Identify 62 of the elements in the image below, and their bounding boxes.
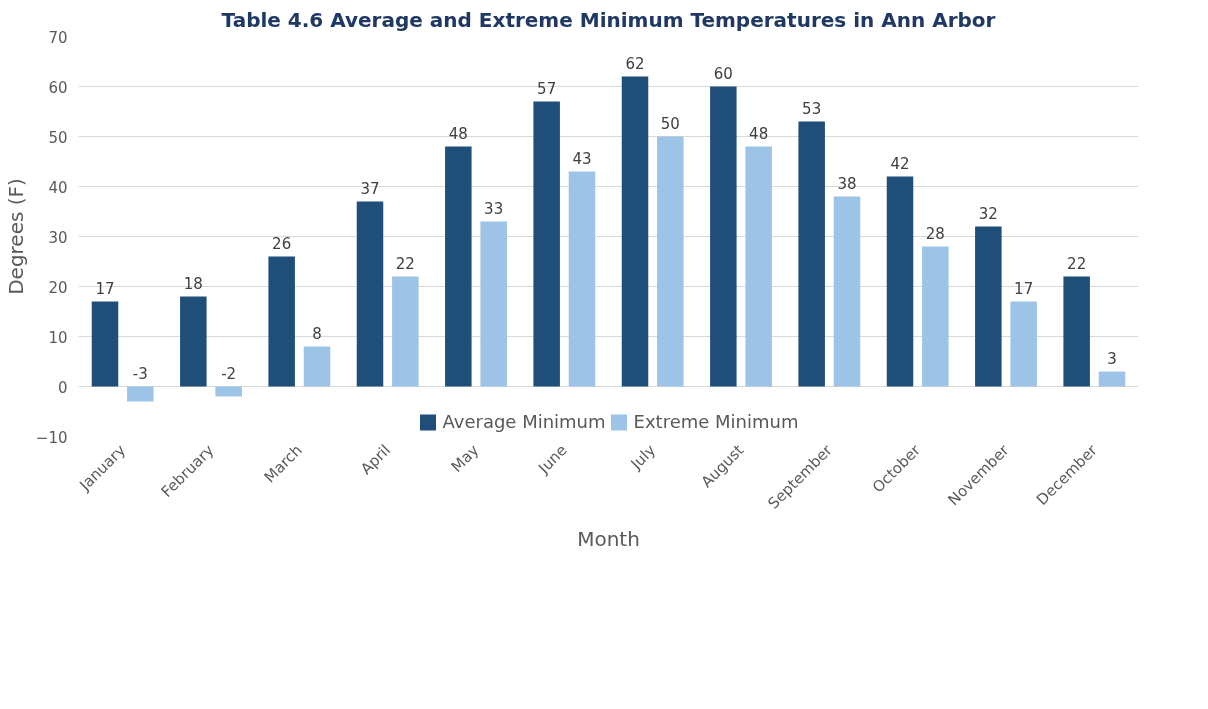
y-tick-label: 50 [48,128,68,147]
y-tick-label: 40 [48,178,68,197]
y-axis-title: Degrees (F) [3,178,28,295]
bar [127,386,154,402]
bar [621,76,649,387]
y-tick-label: 70 [48,28,68,47]
bar [710,86,737,387]
data-label: 17 [95,280,115,298]
bar [975,226,1002,387]
bar [922,246,949,387]
data-label: 43 [572,150,592,168]
y-tick-label: 60 [48,78,68,97]
data-label: 37 [360,180,380,198]
y-tick-label: 10 [48,328,68,347]
bar [886,176,914,387]
data-label: 48 [448,125,468,143]
legend-label: Average Minimum [442,411,606,432]
data-label: -3 [132,365,148,383]
bar [1063,276,1090,387]
bar [268,256,295,387]
data-label: 32 [978,205,998,223]
y-tick-label: 0 [57,378,68,397]
data-label: 3 [1107,350,1117,368]
data-label: 42 [890,155,910,173]
y-tick-label: 30 [48,228,68,247]
bar [445,146,472,387]
y-tick-label: −10 [35,428,68,447]
data-label: 26 [272,235,292,253]
data-label: 17 [1014,280,1034,298]
bar [392,276,419,387]
legend-label: Extreme Minimum [633,411,799,432]
data-label: 22 [1067,255,1087,273]
bar [180,296,207,387]
bar [833,196,861,387]
bar [215,386,242,397]
bar [1010,301,1037,387]
data-label: 28 [925,225,945,243]
bar [91,301,119,387]
bar [480,221,507,387]
data-label: -2 [221,365,237,383]
bar [798,121,825,387]
data-label: 22 [395,255,415,273]
bar [657,136,684,387]
bar [533,101,560,387]
y-tick-label: 20 [48,278,68,297]
data-label: 50 [660,115,680,133]
bar [1098,371,1126,387]
bar [568,171,596,387]
x-axis-title: Month [577,526,640,551]
data-label: 62 [625,55,645,73]
chart-title: Table 4.6 Average and Extreme Minimum Temperatures in Ann Arbor [221,7,996,32]
bar [356,201,384,387]
data-label: 60 [713,65,733,83]
data-label: 38 [837,175,857,193]
data-label: 33 [484,200,504,218]
data-label: 57 [537,80,557,98]
data-label: 48 [749,125,769,143]
bar [745,146,772,387]
data-label: 8 [312,325,322,343]
data-label: 53 [802,100,822,118]
bar [303,346,331,387]
data-label: 18 [183,275,203,293]
